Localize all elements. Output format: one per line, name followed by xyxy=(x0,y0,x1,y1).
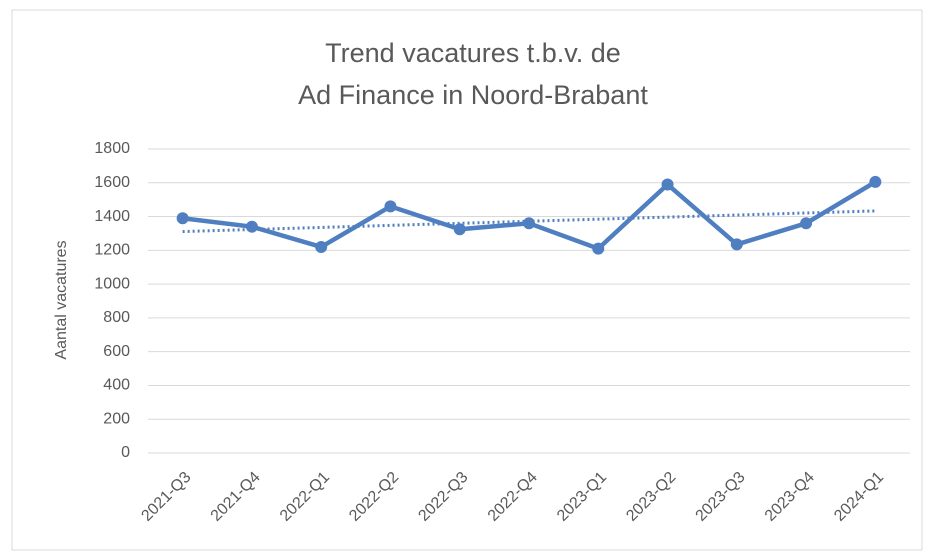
y-tick-label: 200 xyxy=(103,410,130,427)
data-point xyxy=(384,200,397,213)
data-point xyxy=(315,240,328,253)
chart-title: Ad Finance in Noord-Brabant xyxy=(298,80,648,110)
y-tick-label: 1200 xyxy=(94,242,130,259)
data-point xyxy=(523,217,535,230)
chart-title: Trend vacatures t.b.v. de xyxy=(325,38,621,68)
data-point xyxy=(730,238,743,251)
y-tick-label: 0 xyxy=(121,444,130,461)
data-point xyxy=(661,178,674,191)
y-tick-label: 1000 xyxy=(94,275,130,292)
y-tick-label: 1400 xyxy=(94,208,130,225)
y-tick-label: 1600 xyxy=(94,174,130,191)
y-tick-label: 1800 xyxy=(94,140,130,157)
data-point xyxy=(245,220,258,233)
y-tick-label: 600 xyxy=(103,343,130,360)
data-point xyxy=(592,242,605,255)
chart-border xyxy=(11,9,923,551)
data-point xyxy=(176,212,189,225)
y-axis-label: Aantal vacatures xyxy=(53,240,70,359)
y-tick-label: 800 xyxy=(103,309,130,326)
data-point xyxy=(869,175,882,188)
y-tick-label: 400 xyxy=(103,377,130,394)
data-point xyxy=(800,217,813,230)
data-point xyxy=(453,223,466,236)
